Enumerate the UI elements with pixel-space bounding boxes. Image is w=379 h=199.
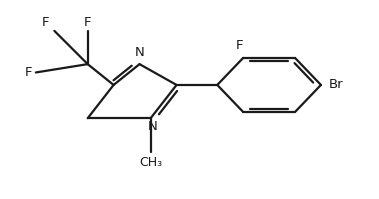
- Text: F: F: [84, 16, 91, 29]
- Text: F: F: [41, 16, 49, 29]
- Text: CH₃: CH₃: [139, 156, 162, 169]
- Text: N: N: [135, 46, 144, 59]
- Text: F: F: [25, 66, 32, 79]
- Text: N: N: [147, 120, 157, 133]
- Text: Br: Br: [328, 78, 343, 91]
- Text: F: F: [236, 39, 243, 52]
